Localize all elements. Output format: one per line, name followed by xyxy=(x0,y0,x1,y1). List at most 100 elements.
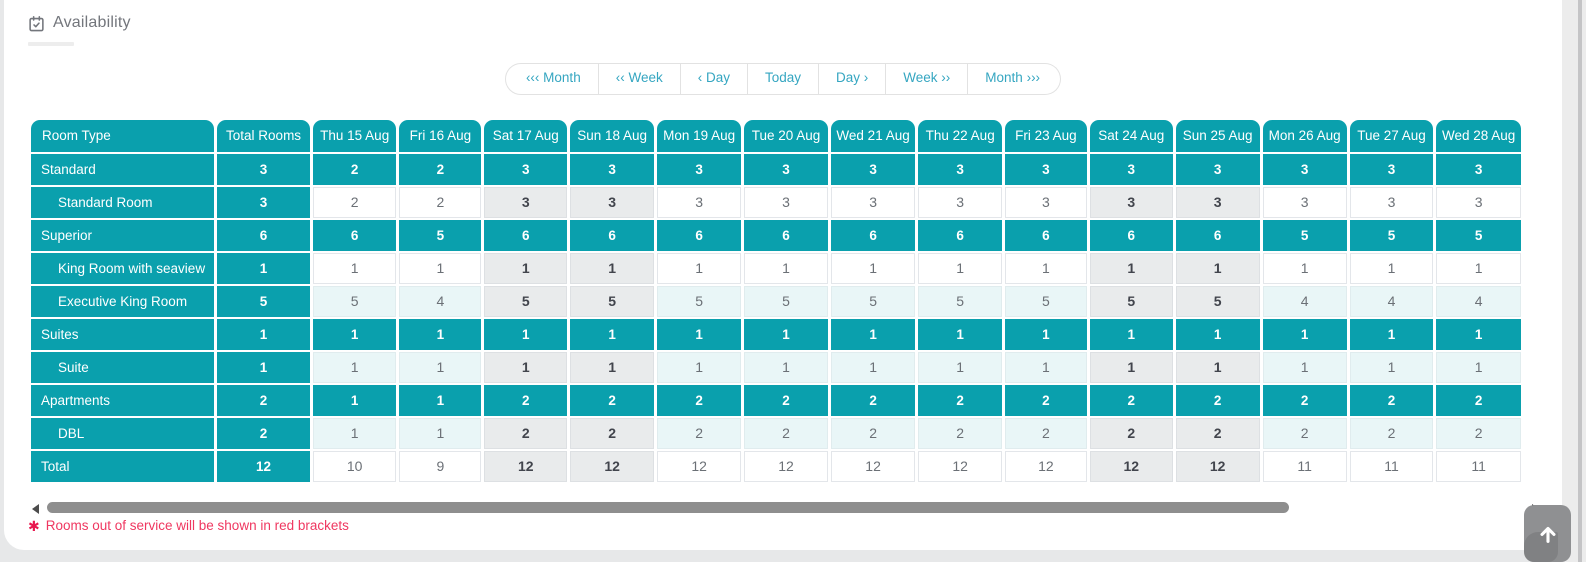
next-week-button[interactable]: Week ›› xyxy=(886,63,969,95)
availability-cell: 2 xyxy=(570,417,655,449)
availability-cell: 1 xyxy=(1004,318,1087,350)
prev-month-button[interactable]: ‹‹‹ Month xyxy=(504,63,599,95)
availability-cell: 3 xyxy=(1349,186,1434,218)
availability-cell: 3 xyxy=(657,153,742,185)
prev-week-button[interactable]: ‹‹ Week xyxy=(598,63,681,95)
table-row: King Room with seaview 1 1 1 1 1 1 1 1 1 1 1 1 1 1 1 xyxy=(31,252,1521,284)
calendar-nav-group: ‹‹‹ Month ‹‹ Week ‹ Day Today Day › Week… xyxy=(504,63,1062,95)
table-row: Standard Room 3 2 2 3 3 3 3 3 3 3 3 3 3 3 3 xyxy=(31,186,1521,218)
availability-cell: 2 xyxy=(1262,384,1347,416)
availability-cell: 5 xyxy=(1175,285,1260,317)
availability-cell: 2 xyxy=(1175,384,1260,416)
availability-cell: 3 xyxy=(1262,153,1347,185)
availability-cell: 3 xyxy=(1089,153,1173,185)
availability-cell: 2 xyxy=(918,384,1002,416)
page-scrollbar[interactable] xyxy=(1562,0,1586,562)
availability-cell: 1 xyxy=(1175,252,1260,284)
availability-cell: 2 xyxy=(1089,417,1173,449)
availability-cell: 1 xyxy=(830,351,916,383)
availability-cell: 2 xyxy=(1175,417,1260,449)
availability-cell: 6 xyxy=(744,219,828,251)
availability-cell: 1 xyxy=(1175,318,1260,350)
next-month-button[interactable]: Month ››› xyxy=(968,63,1062,95)
availability-cell: 4 xyxy=(1349,285,1434,317)
scroll-to-top-button[interactable] xyxy=(1524,505,1571,562)
availability-cell: 1 xyxy=(312,417,397,449)
availability-cell: 1 xyxy=(399,318,482,350)
table-row: Suite 1 1 1 1 1 1 1 1 1 1 1 1 1 1 1 xyxy=(31,351,1521,383)
scroll-left-arrow-icon[interactable] xyxy=(32,504,39,514)
table-row: Executive King Room 5 5 4 5 5 5 5 5 5 5 5 5 4 4 4 xyxy=(31,285,1521,317)
availability-cell: 3 xyxy=(1004,153,1087,185)
availability-cell: 11 xyxy=(1436,450,1521,482)
availability-cell: 1 xyxy=(399,417,482,449)
availability-cell: 1 xyxy=(918,351,1002,383)
availability-cell: 3 xyxy=(1175,153,1260,185)
total-rooms-value: 1 xyxy=(217,351,310,383)
availability-cell: 5 xyxy=(744,285,828,317)
availability-cell: 1 xyxy=(312,318,397,350)
row-label-superior: Superior xyxy=(31,219,215,251)
table-row: Total 12 10 9 12 12 12 12 12 12 12 12 12 11 11 11 xyxy=(31,450,1521,482)
today-button[interactable]: Today xyxy=(747,63,820,95)
availability-cell: 1 xyxy=(1436,351,1521,383)
availability-cell: 1 xyxy=(399,384,482,416)
title-underline xyxy=(28,42,74,46)
horizontal-scrollbar-thumb[interactable] xyxy=(47,502,1289,513)
availability-cell: 5 xyxy=(399,219,482,251)
total-rooms-value: 1 xyxy=(217,318,310,350)
header-day-10: Sun 25 Aug xyxy=(1175,119,1260,152)
availability-cell: 3 xyxy=(1089,186,1173,218)
header-day-2: Sat 17 Aug xyxy=(484,119,568,152)
row-label-suites: Suites xyxy=(31,318,215,350)
availability-cell: 2 xyxy=(744,417,828,449)
availability-cell: 2 xyxy=(744,384,828,416)
availability-cell: 10 xyxy=(312,450,397,482)
availability-cell: 2 xyxy=(1262,417,1347,449)
availability-cell: 1 xyxy=(312,384,397,416)
availability-cell: 1 xyxy=(1262,351,1347,383)
total-rooms-value: 2 xyxy=(217,417,310,449)
horizontal-scrollbar xyxy=(32,501,1540,515)
availability-cell: 3 xyxy=(744,153,828,185)
row-label-total: Total xyxy=(31,450,215,482)
header-day-0: Thu 15 Aug xyxy=(312,119,397,152)
availability-cell: 1 xyxy=(312,351,397,383)
availability-cell: 1 xyxy=(570,318,655,350)
availability-cell: 2 xyxy=(399,153,482,185)
availability-cell: 12 xyxy=(830,450,916,482)
availability-panel: Availability ‹‹‹ Month ‹‹ Week ‹ Day Tod… xyxy=(4,0,1562,550)
row-label-standard-room: Standard Room xyxy=(31,186,215,218)
availability-cell: 1 xyxy=(399,252,482,284)
availability-cell: 6 xyxy=(484,219,568,251)
availability-cell: 5 xyxy=(570,285,655,317)
availability-cell: 3 xyxy=(1262,186,1347,218)
availability-cell: 3 xyxy=(1436,186,1521,218)
total-rooms-value: 1 xyxy=(217,252,310,284)
availability-cell: 1 xyxy=(484,318,568,350)
availability-cell: 12 xyxy=(484,450,568,482)
availability-cell: 2 xyxy=(830,417,916,449)
availability-cell: 1 xyxy=(1262,252,1347,284)
page-scrollbar-thumb[interactable] xyxy=(1578,0,1582,562)
availability-cell: 5 xyxy=(312,285,397,317)
availability-cell: 2 xyxy=(312,153,397,185)
total-rooms-value: 3 xyxy=(217,153,310,185)
availability-cell: 3 xyxy=(657,186,742,218)
calendar-check-icon xyxy=(28,15,45,32)
availability-cell: 6 xyxy=(1004,219,1087,251)
availability-cell: 3 xyxy=(918,186,1002,218)
availability-cell: 1 xyxy=(1262,318,1347,350)
availability-cell: 5 xyxy=(484,285,568,317)
availability-cell: 1 xyxy=(744,318,828,350)
availability-cell: 1 xyxy=(744,252,828,284)
row-label-dbl: DBL xyxy=(31,417,215,449)
availability-cell: 5 xyxy=(1089,285,1173,317)
next-day-button[interactable]: Day › xyxy=(819,63,887,95)
prev-day-button[interactable]: ‹ Day xyxy=(680,63,748,95)
availability-cell: 6 xyxy=(312,219,397,251)
table-row: Superior 6 6 5 6 6 6 6 6 6 6 6 6 5 5 5 xyxy=(31,219,1521,251)
availability-cell: 12 xyxy=(1004,450,1087,482)
availability-cell: 1 xyxy=(1436,252,1521,284)
availability-table-wrap: Room Type Total Rooms Thu 15 Aug Fri 16 Aug… xyxy=(28,118,1524,484)
